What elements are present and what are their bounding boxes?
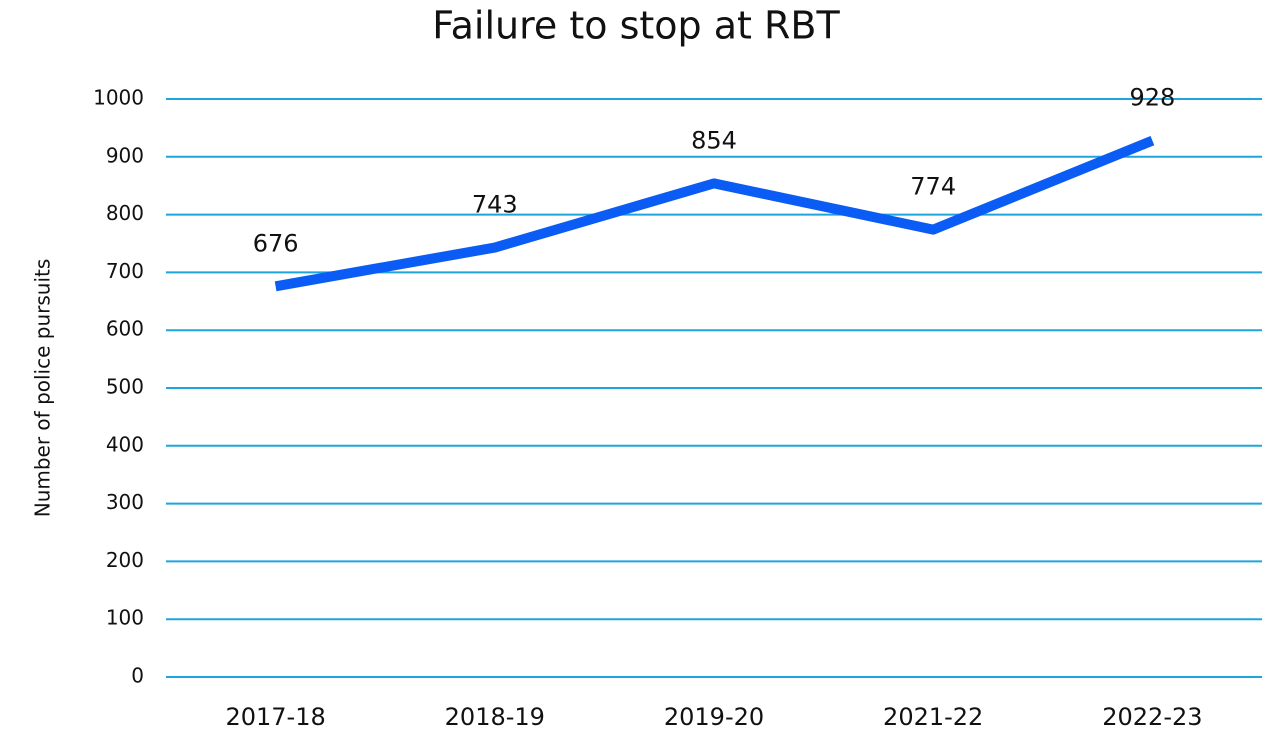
data-label: 854 [691, 126, 737, 154]
x-tick-label: 2022-23 [1102, 703, 1202, 731]
data-label: 928 [1129, 84, 1175, 112]
data-label: 676 [253, 229, 299, 257]
data-label: 774 [910, 173, 956, 201]
y-axis-label: Number of police pursuits [31, 259, 55, 518]
y-tick-label: 400 [106, 432, 144, 456]
x-tick-label: 2017-18 [225, 703, 325, 731]
y-tick-label: 500 [106, 375, 144, 399]
data-label: 743 [472, 191, 518, 219]
y-tick-label: 200 [106, 548, 144, 572]
y-tick-label: 900 [106, 143, 144, 167]
y-tick-label: 300 [106, 490, 144, 514]
y-tick-label: 1000 [93, 86, 144, 110]
y-tick-label: 800 [106, 201, 144, 225]
y-tick-label: 600 [106, 317, 144, 341]
x-tick-label: 2021-22 [883, 703, 983, 731]
chart-title: Failure to stop at RBT [432, 4, 840, 48]
y-tick-label: 0 [131, 664, 144, 688]
x-tick-label: 2018-19 [445, 703, 545, 731]
y-tick-label: 100 [106, 606, 144, 630]
line [274, 135, 1155, 292]
y-tick-label: 700 [106, 259, 144, 283]
x-tick-label: 2019-20 [664, 703, 764, 731]
